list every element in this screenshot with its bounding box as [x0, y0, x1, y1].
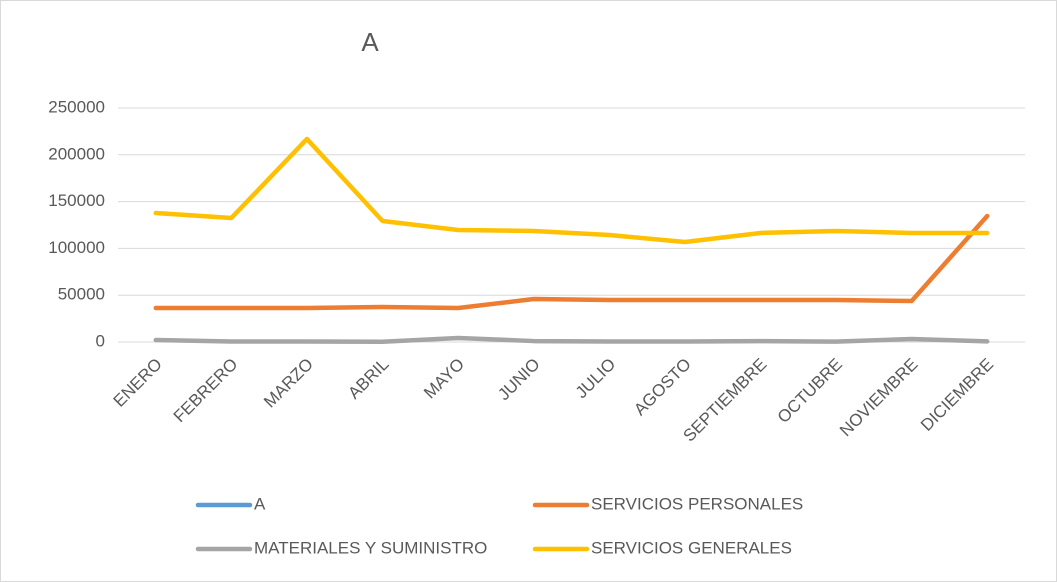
y-tick-label: 50000	[58, 285, 105, 304]
legend-label: A	[254, 494, 266, 513]
legend-label: SERVICIOS PERSONALES	[591, 494, 803, 513]
y-tick-label: 100000	[48, 238, 105, 257]
y-tick-label: 0	[96, 331, 105, 350]
legend-label: SERVICIOS GENERALES	[591, 538, 792, 557]
y-tick-label: 250000	[48, 97, 105, 116]
series-line	[153, 136, 990, 245]
y-tick-label: 150000	[48, 191, 105, 210]
y-tick-label: 200000	[48, 144, 105, 163]
series-line	[153, 335, 990, 344]
legend-label: MATERIALES Y SUMINISTRO	[254, 538, 487, 557]
series-line	[153, 213, 990, 311]
chart-title: A	[361, 27, 379, 57]
